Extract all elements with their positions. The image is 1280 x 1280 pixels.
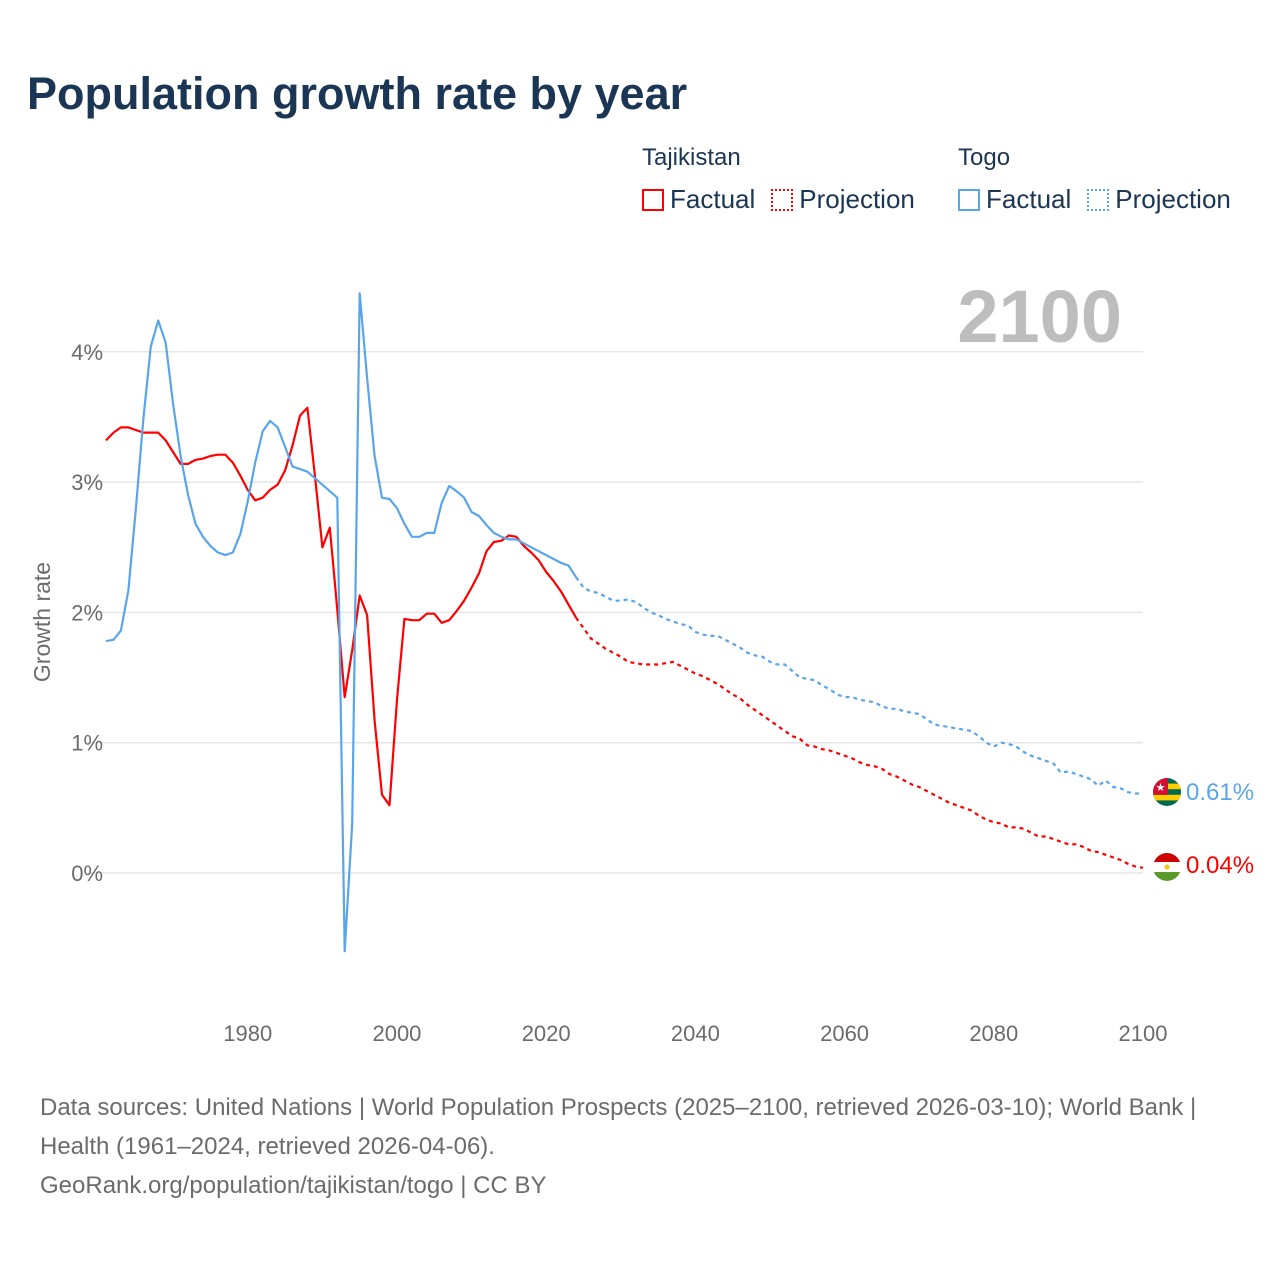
svg-text:★: ★	[1156, 782, 1166, 794]
tajikistan-projection-line	[575, 616, 1144, 869]
legend-group-name: Togo	[958, 144, 1011, 171]
y-tick-label: 2%	[71, 600, 103, 625]
y-tick-label: 0%	[71, 861, 103, 886]
togo-projection-line	[575, 576, 1143, 795]
x-tick-label: 1980	[223, 1021, 272, 1046]
legend-togo: Togo Factual Projection	[958, 144, 1231, 215]
y-tick-label: 4%	[71, 340, 103, 365]
x-tick-label: 2020	[522, 1021, 571, 1046]
togo-flag-icon: ★	[1153, 778, 1181, 806]
legend-togo-projection[interactable]: Projection	[1087, 184, 1231, 215]
chart-title: Population growth rate by year	[27, 68, 688, 119]
legend-label: Factual	[986, 184, 1072, 214]
legend-label: Factual	[670, 184, 756, 214]
x-tick-label: 2080	[969, 1021, 1018, 1046]
series-lines	[105, 292, 1144, 953]
y-tick-label: 3%	[71, 470, 103, 495]
gridlines	[88, 351, 1143, 874]
footer: Data sources: United Nations | World Pop…	[40, 1088, 1240, 1205]
current-year-label: 2100	[957, 275, 1122, 358]
y-axis-label: Growth rate	[29, 562, 55, 682]
x-tick-labels: 1980 2000 2020 2040 2060 2080 2100	[223, 1021, 1167, 1046]
data-sources: Data sources: United Nations | World Pop…	[40, 1094, 1197, 1160]
legend-tajikistan-factual[interactable]: Factual	[642, 184, 755, 215]
solid-swatch-icon	[642, 188, 664, 211]
dotted-swatch-icon	[771, 188, 794, 211]
tajikistan-end-value: 0.04%	[1186, 852, 1254, 879]
legend-tajikistan: Tajikistan Factual Projection	[642, 144, 915, 215]
y-tick-labels: 0% 1% 2% 3% 4%	[71, 340, 103, 886]
x-tick-label: 2000	[372, 1021, 421, 1046]
x-tick-label: 2100	[1119, 1021, 1168, 1046]
y-tick-label: 1%	[71, 731, 103, 756]
solid-swatch-icon	[958, 188, 980, 211]
legend-label: Projection	[1115, 184, 1231, 214]
dotted-swatch-icon	[1087, 188, 1110, 211]
x-tick-label: 2060	[820, 1021, 869, 1046]
x-tick-label: 2040	[671, 1021, 720, 1046]
source-link[interactable]: GeoRank.org/population/tajikistan/togo |…	[40, 1172, 547, 1199]
togo-end-value: 0.61%	[1186, 779, 1254, 806]
togo-factual-line	[105, 292, 577, 953]
legend-togo-factual[interactable]: Factual	[958, 184, 1071, 215]
tajikistan-factual-line	[105, 406, 577, 807]
legend-label: Projection	[799, 184, 915, 214]
legend-group-name: Tajikistan	[642, 144, 741, 171]
tajikistan-flag-icon	[1153, 853, 1181, 881]
legend-tajikistan-projection[interactable]: Projection	[771, 184, 915, 215]
